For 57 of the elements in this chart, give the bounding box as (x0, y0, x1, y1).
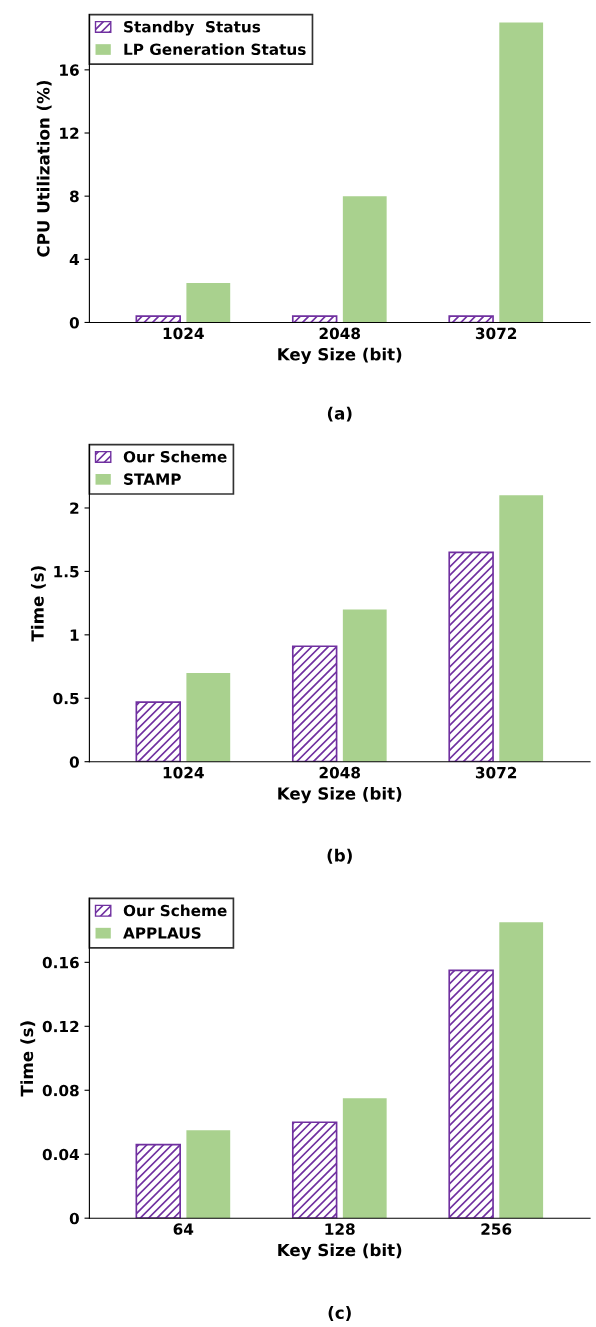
legend-label: APPLAUS (123, 927, 201, 939)
bar (291, 1121, 338, 1219)
legend-label: LP Generation Status (124, 43, 306, 56)
y-axis-title: CPU Utilization (%) (36, 80, 52, 257)
x-tick-label: 256 (481, 1223, 512, 1235)
y-tick-label: 8 (69, 190, 79, 203)
x-axis-title: Key Size (bit) (278, 786, 402, 804)
y-tick-label: 0.08 (42, 1084, 79, 1097)
legend-label: Our Scheme (123, 450, 227, 463)
y-tick-label: 0 (69, 1212, 79, 1225)
bar (499, 495, 544, 762)
text: (a) (327, 406, 352, 422)
x-tick-label: 1024 (163, 766, 204, 779)
y-axis-title: Time (s) (30, 566, 46, 642)
y-tick-label: 0 (69, 316, 79, 329)
bar (448, 315, 494, 323)
bar (448, 551, 494, 762)
bar (342, 609, 387, 762)
y-tick-label: 1 (70, 629, 79, 641)
bar (291, 315, 338, 323)
y-tick-label: 0.5 (53, 692, 79, 705)
x-tick-label: 3072 (475, 327, 517, 340)
legend-label: Standby Status (124, 20, 261, 36)
y-tick-label: 16 (60, 64, 79, 76)
bar (499, 22, 544, 323)
bar (186, 282, 231, 323)
bar (448, 969, 494, 1219)
x-tick-label: 64 (173, 1223, 194, 1235)
x-axis-title: Key Size (bit) (278, 347, 402, 364)
x-tick-label: 2048 (319, 327, 361, 340)
y-tick-label: 0.16 (42, 956, 79, 969)
bar (135, 1143, 181, 1219)
y-tick-label: 12 (60, 127, 79, 139)
x-axis-title: Key Size (bit) (278, 1243, 402, 1260)
y-tick-label: 0.12 (42, 1020, 79, 1033)
y-tick-label: 2 (70, 502, 79, 514)
x-tick-label: 1024 (163, 327, 204, 340)
bar (342, 196, 387, 323)
x-tick-label: 128 (325, 1223, 355, 1235)
y-tick-label: 0 (69, 756, 79, 768)
x-tick-label: 2048 (319, 766, 361, 779)
bar (186, 1130, 231, 1219)
bar (135, 315, 181, 323)
bar (291, 645, 338, 762)
y-tick-label: 4 (69, 253, 79, 266)
text: (b) (327, 848, 352, 864)
y-tick-label: 0.04 (42, 1148, 79, 1161)
bar (186, 672, 231, 762)
y-axis-title: Time (s) (20, 1021, 36, 1097)
legend-label: Our Scheme (123, 904, 227, 917)
text: (c) (328, 1306, 351, 1321)
bar (499, 922, 544, 1219)
x-tick-label: 3072 (475, 766, 517, 779)
y-tick-label: 1.5 (54, 566, 79, 578)
legend-label: STAMP (124, 473, 181, 485)
bar (135, 701, 181, 762)
bar (342, 1098, 387, 1219)
